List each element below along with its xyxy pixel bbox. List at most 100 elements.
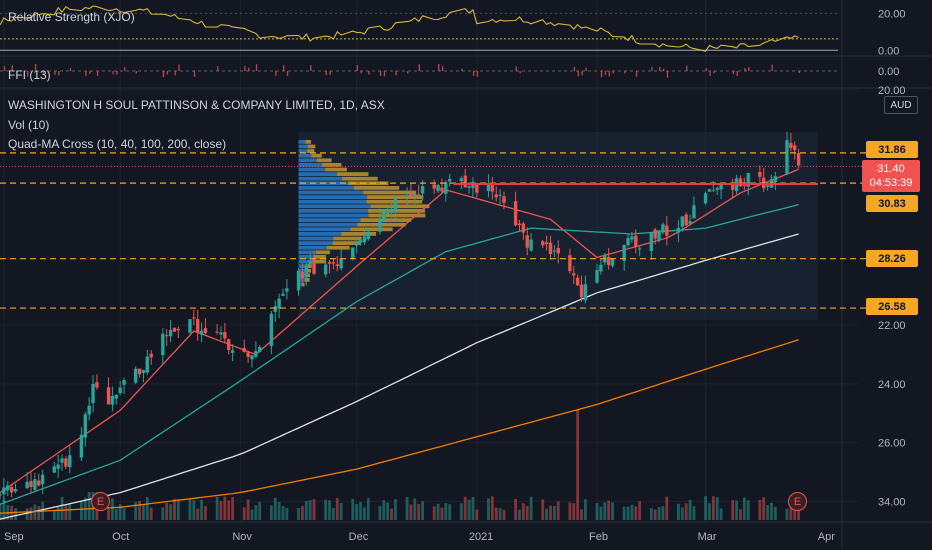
ffi-bar xyxy=(11,65,13,71)
volume-bar xyxy=(176,499,180,520)
ffi-bar xyxy=(666,71,669,78)
ffi-legend: FFI (13) xyxy=(8,68,51,82)
candle-body xyxy=(653,229,657,239)
candle-body xyxy=(707,189,712,192)
candle-body xyxy=(122,380,126,385)
profile-bar-down xyxy=(353,186,400,190)
volume-bar xyxy=(169,504,172,520)
ffi-bar xyxy=(438,64,440,71)
volume-bar xyxy=(227,500,231,520)
profile-bar-up xyxy=(298,204,371,209)
volume-bar xyxy=(409,504,413,520)
ffi-bar xyxy=(581,71,583,76)
volume-bar xyxy=(661,506,665,520)
candle-body xyxy=(9,486,14,493)
ffi-bar xyxy=(310,65,312,71)
volume-bar xyxy=(269,505,273,520)
ffi-bar xyxy=(624,71,626,74)
profile-bar-up xyxy=(298,255,314,259)
volume-bar xyxy=(529,496,533,520)
candle-body xyxy=(432,184,436,189)
candle-body xyxy=(393,197,398,211)
bar-countdown: 04:53:39 xyxy=(869,177,913,189)
ffi-bar xyxy=(85,71,87,76)
price-tick: 26.00 xyxy=(878,438,906,450)
volume-bars xyxy=(0,410,801,520)
candle-body xyxy=(444,182,448,194)
volume-bar xyxy=(25,508,29,520)
volume-bar xyxy=(107,508,110,520)
candle-body xyxy=(385,210,390,214)
candle-body xyxy=(6,485,10,491)
candle-body xyxy=(172,327,177,332)
ffi-bar xyxy=(112,71,114,75)
volume-bar xyxy=(60,496,64,520)
candle-body xyxy=(793,145,797,151)
profile-bar-up xyxy=(298,245,327,250)
candle-body xyxy=(230,350,235,353)
rsi-legend: Relative Strength (XJO) xyxy=(8,10,135,24)
ffi-bar xyxy=(709,71,711,76)
volume-bar xyxy=(196,508,200,520)
ffi-bar xyxy=(244,65,246,71)
candle-body xyxy=(68,455,72,468)
candle-body xyxy=(258,347,262,353)
volume-bar xyxy=(475,509,479,520)
volume-bar xyxy=(459,503,463,520)
candle-body xyxy=(657,230,661,241)
candle-body xyxy=(215,331,219,333)
ffi-bar xyxy=(135,71,137,74)
candle-body xyxy=(475,184,479,193)
profile-bar-up xyxy=(298,186,354,190)
volume-bar xyxy=(607,500,611,520)
volume-bar xyxy=(64,505,68,520)
volume-bar xyxy=(308,500,312,520)
candle-body xyxy=(378,218,382,232)
candle-body xyxy=(409,193,413,197)
volume-bar xyxy=(541,499,545,520)
level-tag: 30.83 xyxy=(866,195,918,212)
candle-body xyxy=(610,258,615,266)
profile-bar-down xyxy=(326,245,350,250)
volume-bar xyxy=(258,501,262,520)
rsi-tick: 0.00 xyxy=(878,45,899,57)
candle-body xyxy=(33,479,37,490)
candle-body xyxy=(312,259,316,274)
price-tick: 24.00 xyxy=(878,379,906,391)
volume-bar xyxy=(770,502,773,520)
candle-body xyxy=(413,194,417,196)
volume-bar xyxy=(417,504,421,520)
profile-bar-up xyxy=(298,149,308,153)
profile-bar-down xyxy=(316,158,332,163)
volume-bar xyxy=(273,497,277,520)
candle-body xyxy=(95,382,99,388)
volume-bar xyxy=(711,496,715,520)
candle-body xyxy=(517,223,522,225)
ffi-bar xyxy=(418,64,420,71)
profile-bar-up xyxy=(298,163,323,167)
ffi-bar xyxy=(600,71,603,78)
candle-body xyxy=(161,333,165,356)
candle-body xyxy=(665,225,669,236)
ffi-bar xyxy=(255,64,258,71)
profile-bar-up xyxy=(298,153,312,158)
price-axis: 34.00 26.00 24.00 22.00 20.00 20.00 0.00 0.00 xyxy=(878,8,906,508)
candle-body xyxy=(494,194,498,198)
currency-button[interactable]: AUD xyxy=(884,96,918,114)
candle-body xyxy=(269,313,274,346)
candle-body xyxy=(692,205,696,219)
volume-bar xyxy=(793,506,797,520)
earnings-marker[interactable]: E xyxy=(788,492,807,511)
profile-bar-up xyxy=(298,144,308,149)
candle-body xyxy=(463,175,467,188)
earnings-marker[interactable]: E xyxy=(91,492,110,511)
price-tick: 22.00 xyxy=(878,320,906,332)
candle-body xyxy=(634,235,638,247)
ffi-bar xyxy=(193,71,196,78)
profile-bar-up xyxy=(298,222,358,227)
ma-line-ma100 xyxy=(0,233,799,520)
candle-body xyxy=(742,185,747,187)
candle-body xyxy=(227,339,231,350)
candle-body xyxy=(2,487,6,495)
